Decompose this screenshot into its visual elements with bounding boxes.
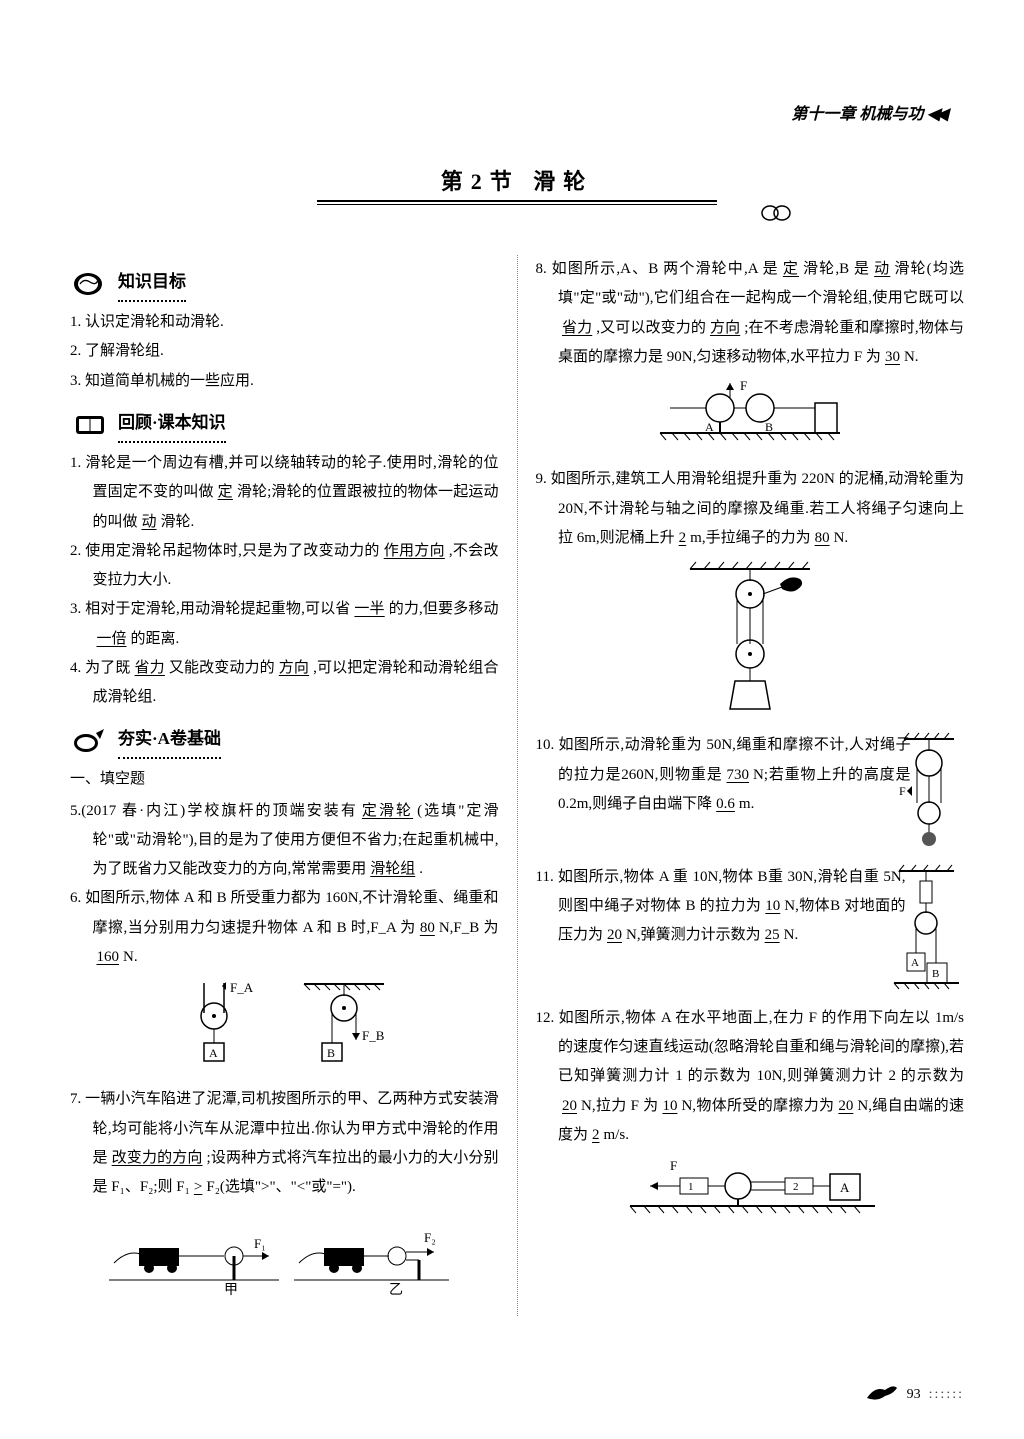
svg-text:B: B bbox=[765, 420, 773, 434]
chapter-header: 第十一章 机械与功 ◀◀ bbox=[70, 100, 964, 124]
header-review: 回顾·课本知识 bbox=[70, 406, 499, 443]
bird-icon bbox=[865, 1380, 899, 1409]
svg-text:F: F bbox=[670, 1158, 677, 1173]
svg-text:B: B bbox=[932, 968, 939, 980]
answer: 730 bbox=[723, 767, 754, 783]
figure-q12: F 1 2 A bbox=[536, 1156, 965, 1237]
svg-text:A: A bbox=[911, 957, 919, 969]
answer: 80 bbox=[416, 920, 439, 936]
page-footer: 93 :::::: bbox=[865, 1380, 964, 1409]
svg-text:F₂: F₂ bbox=[424, 1230, 436, 1245]
left-column: 知识目标 1. 认识定滑轮和动滑轮. 2. 了解滑轮组. 3. 知道简单机械的一… bbox=[70, 255, 517, 1316]
chapter-title: 第十一章 机械与功 bbox=[791, 106, 923, 123]
svg-text:F_B: F_B bbox=[362, 1028, 385, 1043]
review-item: 4. 为了既省力又能改变动力的方向,可以把定滑轮和动滑轮组合成滑轮组. bbox=[70, 654, 499, 713]
goal-item: 1. 认识定滑轮和动滑轮. bbox=[70, 308, 499, 337]
section-title-block: 第2节 滑轮 bbox=[70, 164, 964, 205]
answer: 滑轮组 bbox=[366, 861, 419, 877]
figure-q8: F A B bbox=[536, 378, 965, 459]
header-goals-text: 知识目标 bbox=[118, 265, 186, 302]
question-item: 9. 如图所示,建筑工人用滑轮组提升重为 220N 的泥桶,动滑轮重为 20N,… bbox=[536, 465, 965, 553]
answer: 10 bbox=[658, 1098, 681, 1114]
answer: 动 bbox=[870, 261, 894, 277]
question-item: 6. 如图所示,物体 A 和 B 所受重力都为 160N,不计滑轮重、绳重和摩擦… bbox=[70, 884, 499, 972]
question-item: 8. 如图所示,A、B 两个滑轮中,A 是定滑轮,B 是动滑轮(均选填"定"或"… bbox=[536, 255, 965, 372]
answer: 0.6 bbox=[712, 796, 739, 812]
figure-q6: F_A A F_B B bbox=[70, 978, 499, 1079]
header-practice-text: 夯实·A卷基础 bbox=[118, 722, 221, 759]
svg-text:甲: 甲 bbox=[224, 1283, 238, 1298]
answer: 160 bbox=[93, 949, 124, 965]
answer: 2 bbox=[588, 1127, 604, 1143]
question-item: 5.(2017 春·内江)学校旗杆的顶端安装有定滑轮(选填"定滑轮"或"动滑轮"… bbox=[70, 797, 499, 885]
right-column: 8. 如图所示,A、B 两个滑轮中,A 是定滑轮,B 是动滑轮(均选填"定"或"… bbox=[518, 255, 965, 1316]
question-item: 12. 如图所示,物体 A 在水平地面上,在力 F 的作用下向左以 1m/s 的… bbox=[536, 1004, 965, 1150]
answer: 作用方向 bbox=[380, 543, 449, 559]
answer: 省力 bbox=[558, 320, 596, 336]
deco-rings-icon bbox=[760, 202, 794, 230]
answer: 动 bbox=[138, 514, 161, 530]
answer: 20 bbox=[603, 927, 626, 943]
answer: 方向 bbox=[706, 320, 744, 336]
svg-text:F: F bbox=[899, 784, 906, 798]
answer: 定 bbox=[214, 484, 237, 500]
answer: 20 bbox=[834, 1098, 857, 1114]
header-practice: 夯实·A卷基础 bbox=[70, 722, 499, 759]
review-item: 2. 使用定滑轮吊起物体时,只是为了改变动力的作用方向,不会改变拉力大小. bbox=[70, 537, 499, 596]
dots-icon: :::::: bbox=[929, 1387, 964, 1403]
section-title: 第2节 滑轮 bbox=[431, 164, 604, 200]
svg-text:F₁: F₁ bbox=[254, 1236, 266, 1251]
answer: 定滑轮 bbox=[358, 803, 417, 819]
svg-text:A: A bbox=[705, 420, 714, 434]
figure-q11: A B bbox=[912, 863, 965, 1004]
answer: > bbox=[190, 1179, 206, 1195]
review-item: 3. 相对于定滑轮,用动滑轮提起重物,可以省一半的力,但要多移动一倍的距离. bbox=[70, 595, 499, 654]
figure-q7: F₁ 甲 F₂ bbox=[70, 1208, 499, 1309]
answer: 改变力的方向 bbox=[108, 1150, 207, 1166]
svg-text:2: 2 bbox=[793, 1181, 799, 1193]
header-goals: 知识目标 bbox=[70, 265, 499, 302]
svg-text:F: F bbox=[740, 378, 747, 393]
header-review-text: 回顾·课本知识 bbox=[118, 406, 226, 443]
answer: 省力 bbox=[131, 660, 169, 676]
svg-text:A: A bbox=[209, 1046, 218, 1060]
question-item: A B 11. 如图所示,物体 A 重 10N,物体 B重 30N,滑轮自重 5… bbox=[536, 863, 965, 1004]
chapter-arrows-icon: ◀◀ bbox=[927, 106, 944, 123]
page-number: 93 bbox=[907, 1387, 921, 1403]
pencil-icon bbox=[70, 725, 112, 757]
review-item: 1. 滑轮是一个周边有槽,并可以绕轴转动的轮子.使用时,滑轮的位置固定不变的叫做… bbox=[70, 449, 499, 537]
book-icon bbox=[70, 408, 112, 440]
answer: 30 bbox=[881, 349, 904, 365]
answer: 2 bbox=[675, 530, 691, 546]
question-item: F 10. 如图所示,动滑轮重为 50N,绳重和摩擦不计,人对绳子的拉力是260… bbox=[536, 731, 965, 862]
svg-text:B: B bbox=[327, 1046, 335, 1060]
answer: 方向 bbox=[275, 660, 313, 676]
answer: 一半 bbox=[350, 601, 388, 617]
answer: 20 bbox=[558, 1098, 581, 1114]
answer: 25 bbox=[761, 927, 784, 943]
figure-q9 bbox=[536, 559, 965, 725]
goal-item: 3. 知道简单机械的一些应用. bbox=[70, 367, 499, 396]
answer: 一倍 bbox=[93, 631, 131, 647]
question-item: 7. 一辆小汽车陷进了泥潭,司机按图所示的甲、乙两种方式安装滑轮,均可能将小汽车… bbox=[70, 1085, 499, 1202]
svg-text:F_A: F_A bbox=[230, 980, 254, 995]
answer: 定 bbox=[779, 261, 803, 277]
figure-q10: F bbox=[917, 731, 965, 862]
answer: 10 bbox=[761, 898, 784, 914]
svg-text:乙: 乙 bbox=[389, 1282, 403, 1298]
subhead-fill: 一、填空题 bbox=[70, 765, 499, 794]
goal-item: 2. 了解滑轮组. bbox=[70, 337, 499, 366]
answer: 80 bbox=[811, 530, 834, 546]
brain-icon bbox=[70, 268, 112, 300]
svg-text:1: 1 bbox=[688, 1181, 694, 1193]
svg-text:A: A bbox=[840, 1180, 850, 1195]
